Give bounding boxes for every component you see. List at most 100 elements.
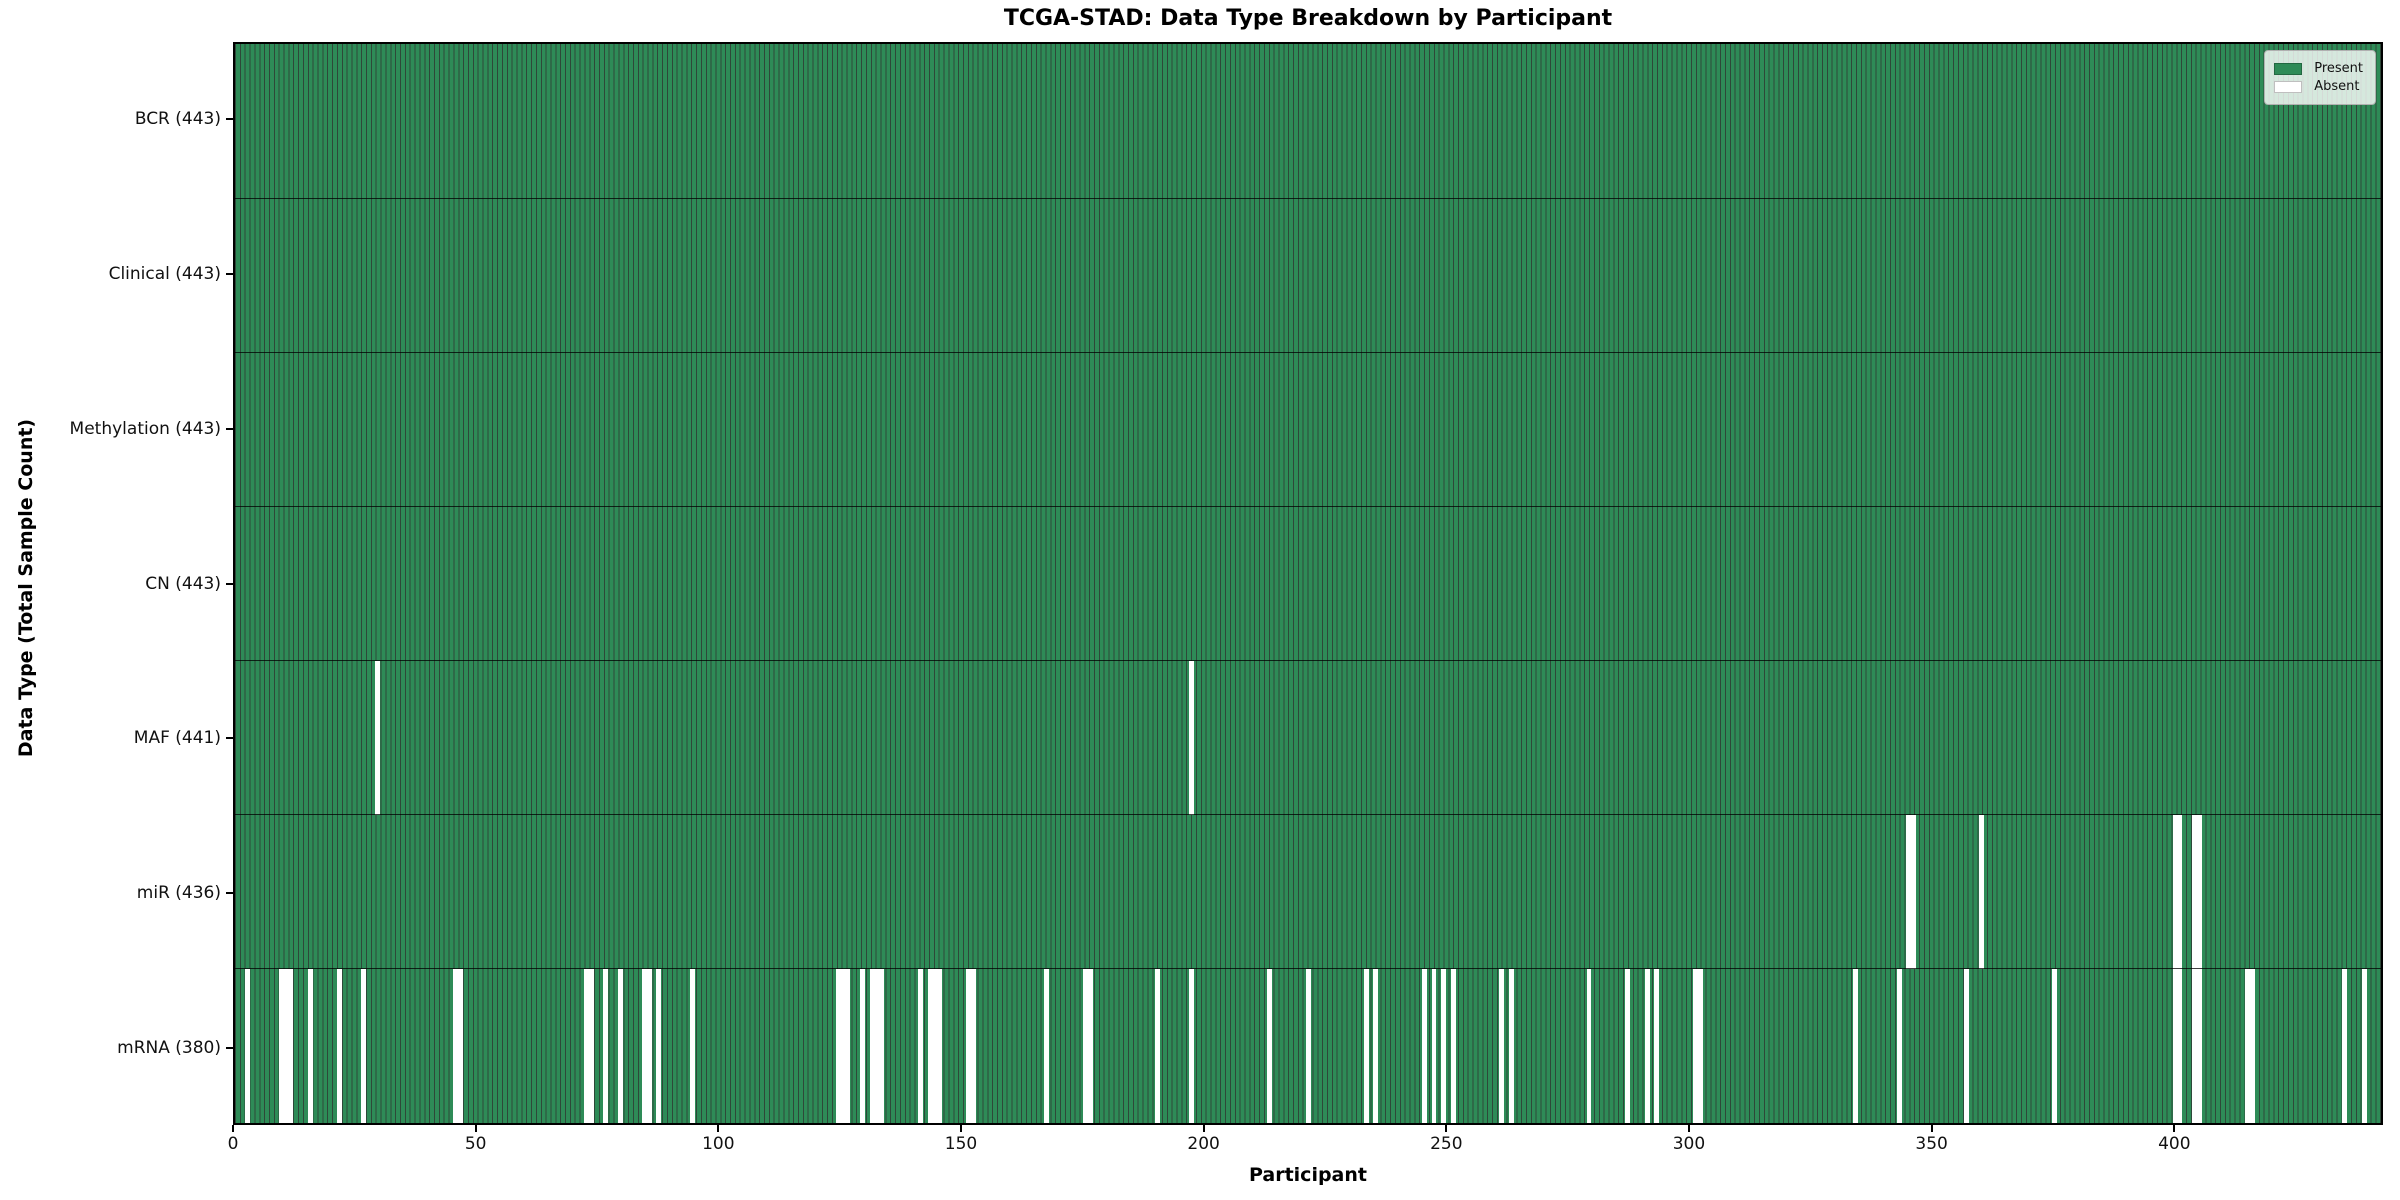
absent-gap-mrna-94 bbox=[690, 968, 696, 1123]
absent-gap-mrna-124 bbox=[835, 968, 841, 1123]
x-tick-label-50: 50 bbox=[464, 1134, 487, 1154]
absent-gap-mrna-167 bbox=[1043, 968, 1049, 1123]
absent-gap-mir-405 bbox=[2196, 814, 2202, 969]
x-tick-mark bbox=[1930, 1125, 1933, 1132]
absent-gap-mrna-145 bbox=[937, 968, 943, 1123]
x-tick-mark bbox=[232, 1125, 234, 1132]
heatmap-row-bcr bbox=[235, 44, 2381, 198]
absent-gap-mir-346 bbox=[1911, 814, 1917, 969]
y-tick-label-cn: CN (443) bbox=[145, 573, 221, 594]
x-tick-label-250: 250 bbox=[1430, 1134, 1463, 1154]
absent-gap-mrna-73 bbox=[588, 968, 594, 1123]
absent-gap-mir-400 bbox=[2172, 814, 2178, 969]
x-tick-mark bbox=[2173, 1125, 2176, 1132]
y-tick-mark bbox=[226, 1046, 233, 1049]
x-tick-label-150: 150 bbox=[944, 1134, 978, 1154]
x-tick-mark bbox=[717, 1125, 720, 1132]
absent-gap-mrna-143 bbox=[927, 968, 933, 1123]
absent-gap-mrna-249 bbox=[1441, 968, 1447, 1123]
absent-gap-mrna-404 bbox=[2192, 968, 2197, 1123]
row-separator bbox=[235, 660, 2381, 662]
absent-gap-mrna-251 bbox=[1450, 968, 1456, 1123]
x-tick-mark bbox=[1687, 1125, 1690, 1132]
absent-gap-maf-197 bbox=[1189, 660, 1195, 815]
x-tick-label-400: 400 bbox=[2158, 1134, 2191, 1154]
legend-entry-present: Present bbox=[2274, 61, 2363, 76]
absent-gap-maf-29 bbox=[375, 660, 381, 815]
absent-gap-mrna-133 bbox=[879, 968, 885, 1123]
y-tick-label-bcr: BCR (443) bbox=[134, 109, 221, 130]
absent-gap-mrna-45 bbox=[452, 968, 458, 1123]
x-tick-label-0: 0 bbox=[227, 1134, 239, 1154]
legend-entry-absent: Absent bbox=[2274, 79, 2363, 94]
heatmap-row-mrna bbox=[235, 968, 2381, 1123]
absent-gap-mrna-400 bbox=[2172, 968, 2178, 1123]
absent-gap-mrna-190 bbox=[1155, 968, 1161, 1123]
y-tick-mark bbox=[226, 427, 233, 430]
absent-gap-mrna-152 bbox=[971, 968, 977, 1123]
row-separator bbox=[235, 505, 2381, 507]
x-tick-label-350: 350 bbox=[1915, 1134, 1948, 1154]
chart-title: TCGA-STAD: Data Type Breakdown by Partic… bbox=[1003, 6, 1613, 31]
absent-gap-mrna-126 bbox=[845, 968, 851, 1123]
absent-gap-mrna-175 bbox=[1082, 968, 1088, 1123]
absent-gap-mrna-435 bbox=[2342, 968, 2348, 1123]
x-tick-mark bbox=[1202, 1125, 1205, 1132]
absent-gap-mrna-79 bbox=[617, 968, 623, 1123]
absent-gap-mrna-176 bbox=[1087, 968, 1093, 1123]
x-tick-label-300: 300 bbox=[1672, 1134, 1706, 1154]
absent-gap-mrna-197 bbox=[1189, 968, 1195, 1123]
absent-gap-mrna-72 bbox=[583, 968, 589, 1123]
absent-gap-mrna-15 bbox=[307, 968, 313, 1123]
y-tick-label-methylation: Methylation (443) bbox=[69, 418, 221, 439]
absent-gap-mrna-405 bbox=[2196, 968, 2202, 1123]
absent-gap-mrna-151 bbox=[966, 968, 972, 1123]
x-tick-label-100: 100 bbox=[702, 1134, 735, 1154]
y-tick-mark bbox=[226, 891, 233, 894]
absent-gap-mrna-221 bbox=[1305, 968, 1311, 1123]
x-tick-mark bbox=[474, 1125, 477, 1132]
heatmap-row-maf bbox=[235, 660, 2381, 815]
y-tick-label-mrna: mRNA (380) bbox=[117, 1037, 221, 1058]
absent-gap-mrna-213 bbox=[1266, 968, 1272, 1123]
row-separator bbox=[235, 351, 2381, 353]
absent-gap-mrna-87 bbox=[656, 968, 662, 1123]
absent-gap-mrna-287 bbox=[1625, 968, 1631, 1123]
absent-gap-mrna-357 bbox=[1964, 968, 1970, 1123]
absent-gap-mir-360 bbox=[1978, 814, 1984, 969]
absent-gap-mrna-2 bbox=[244, 968, 250, 1123]
absent-gap-mrna-334 bbox=[1852, 968, 1858, 1123]
absent-gap-mrna-261 bbox=[1499, 968, 1505, 1123]
row-separator bbox=[235, 197, 2381, 199]
heatmap-row-cn bbox=[235, 506, 2381, 660]
absent-gap-mrna-291 bbox=[1644, 968, 1650, 1123]
absent-gap-mrna-293 bbox=[1654, 968, 1660, 1123]
x-tick-mark bbox=[959, 1125, 962, 1132]
heatmap-row-clinical bbox=[235, 198, 2381, 352]
y-tick-mark bbox=[226, 582, 233, 585]
y-tick-label-clinical: Clinical (443) bbox=[108, 264, 221, 285]
absent-gap-mrna-132 bbox=[874, 968, 880, 1123]
absent-swatch bbox=[2274, 80, 2303, 93]
absent-gap-mrna-263 bbox=[1509, 968, 1514, 1123]
absent-gap-mir-404 bbox=[2192, 814, 2197, 969]
absent-gap-mrna-26 bbox=[360, 968, 366, 1123]
heatmap-row-methylation bbox=[235, 352, 2381, 506]
absent-gap-mrna-375 bbox=[2051, 968, 2057, 1123]
absent-gap-mrna-10 bbox=[283, 968, 289, 1123]
absent-gap-mrna-279 bbox=[1586, 968, 1592, 1123]
absent-gap-mrna-131 bbox=[869, 968, 875, 1123]
absent-gap-mrna-125 bbox=[840, 968, 846, 1123]
absent-gap-mrna-401 bbox=[2177, 968, 2183, 1123]
absent-gap-mrna-235 bbox=[1373, 968, 1379, 1123]
absent-gap-mrna-302 bbox=[1697, 968, 1703, 1123]
y-tick-mark bbox=[226, 273, 233, 276]
absent-gap-mrna-416 bbox=[2250, 968, 2256, 1123]
present-swatch bbox=[2274, 62, 2303, 75]
y-tick-label-maf: MAF (441) bbox=[133, 728, 221, 749]
absent-gap-mrna-233 bbox=[1363, 968, 1369, 1123]
legend: Present Absent bbox=[2264, 50, 2376, 105]
absent-gap-mrna-76 bbox=[603, 968, 609, 1123]
absent-gap-mir-345 bbox=[1906, 814, 1912, 969]
